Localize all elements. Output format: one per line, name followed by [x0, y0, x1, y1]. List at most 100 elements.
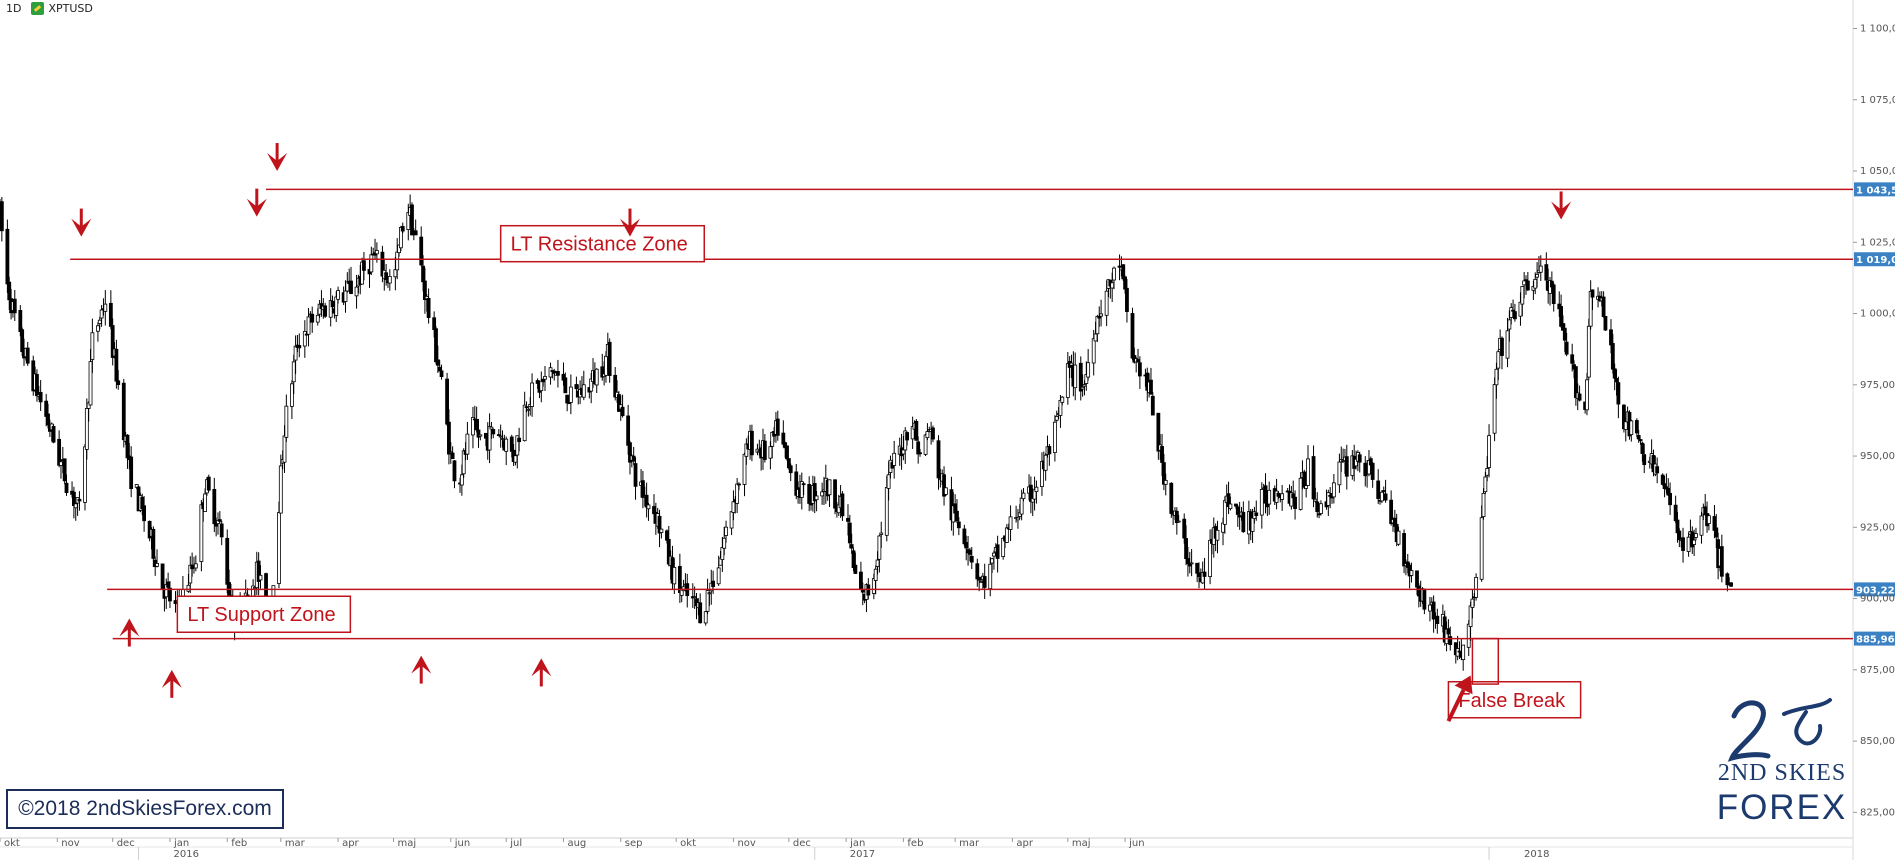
- candle-body: [410, 204, 414, 236]
- support-lower-price-label: 885,96: [1856, 635, 1895, 646]
- arrow-down-icon: [619, 218, 640, 237]
- candle: [362, 251, 366, 281]
- candle-body: [1054, 415, 1059, 421]
- candle-body: [315, 314, 320, 323]
- candle-body: [193, 563, 198, 569]
- symbol-label: XPTUSD: [48, 2, 93, 15]
- candle: [199, 499, 204, 572]
- candle: [1259, 482, 1264, 529]
- candle: [1370, 462, 1375, 488]
- candle: [1040, 452, 1044, 496]
- candle: [193, 555, 198, 572]
- candle-body: [1533, 278, 1538, 289]
- candle: [373, 238, 377, 260]
- candle-body: [916, 441, 921, 455]
- candle: [724, 520, 728, 543]
- candle: [594, 368, 599, 394]
- candle-body: [1668, 492, 1673, 506]
- candle-body: [452, 460, 457, 482]
- candle-body: [103, 303, 108, 312]
- candle: [1073, 352, 1078, 401]
- candle-body: [374, 250, 379, 255]
- candle: [1616, 376, 1621, 419]
- candle: [1306, 445, 1310, 486]
- candle: [284, 394, 289, 442]
- candle-body: [62, 458, 67, 482]
- candle-body: [1511, 309, 1515, 312]
- false-break-arrow-shaft: [1446, 689, 1466, 723]
- candle-body: [51, 425, 56, 443]
- candle: [969, 547, 974, 570]
- candle: [206, 474, 211, 492]
- candle-body: [827, 479, 832, 496]
- candle-body: [1259, 489, 1264, 516]
- x-year-label: 2016: [174, 849, 199, 860]
- candle-body: [1123, 276, 1128, 290]
- candle-body: [1694, 533, 1698, 538]
- candle-body: [496, 434, 501, 437]
- candle-body: [720, 547, 725, 560]
- symbol-group[interactable]: XPTUSD: [31, 2, 93, 15]
- candle-body: [1603, 315, 1608, 331]
- candle: [450, 446, 455, 460]
- candle-body: [110, 325, 115, 358]
- candle-body: [504, 438, 509, 452]
- candle-body: [942, 474, 946, 497]
- candle-body: [707, 592, 712, 595]
- candle: [949, 476, 954, 531]
- candle-body: [25, 347, 30, 364]
- candle-body: [979, 581, 983, 584]
- support-upper-price-label: 903,22: [1856, 585, 1895, 596]
- candle-body: [160, 563, 165, 590]
- candle-body: [1293, 496, 1297, 509]
- candle-body: [936, 440, 941, 479]
- candle: [103, 290, 108, 326]
- candle-body: [343, 290, 348, 302]
- candle-body: [1197, 572, 1201, 578]
- candle: [1551, 282, 1556, 312]
- candle-body: [633, 463, 638, 487]
- candle-body: [1073, 364, 1078, 389]
- candle: [51, 424, 56, 444]
- candle: [522, 391, 527, 442]
- x-tick-label: nov: [61, 838, 79, 849]
- candle-body: [762, 440, 767, 460]
- candle: [1086, 349, 1091, 381]
- candle-body: [1505, 330, 1510, 359]
- x-tick-label: jun: [1128, 838, 1144, 849]
- candle: [90, 318, 95, 374]
- candle-body: [393, 269, 398, 278]
- candle-body: [498, 435, 503, 438]
- candle: [1379, 490, 1384, 504]
- candle: [447, 409, 451, 465]
- candle: [943, 487, 948, 497]
- support-zone-label-box: [176, 595, 352, 633]
- candle-body: [306, 316, 311, 335]
- candle-body: [1586, 325, 1591, 378]
- x-tick-label: dec: [117, 838, 135, 849]
- candle: [729, 511, 734, 536]
- candle: [419, 226, 424, 267]
- candle: [742, 452, 747, 497]
- candle-body: [768, 446, 773, 459]
- candle: [735, 478, 740, 514]
- candle-body: [77, 498, 82, 502]
- candle: [496, 429, 501, 437]
- candle-body: [478, 434, 483, 437]
- candle: [543, 365, 547, 392]
- interval-label[interactable]: 1D: [6, 2, 22, 15]
- candle-body: [421, 265, 425, 283]
- candle-body: [1169, 482, 1174, 514]
- candle: [413, 219, 418, 236]
- candle: [1028, 476, 1033, 514]
- candle-body: [203, 493, 207, 512]
- candle-body: [1034, 486, 1039, 493]
- candle: [1396, 526, 1401, 546]
- candle-body: [1149, 379, 1153, 395]
- candle-body: [1060, 396, 1065, 403]
- candle-body: [1208, 539, 1212, 577]
- candle: [1586, 318, 1591, 380]
- candle-body: [302, 331, 307, 347]
- x-tick-label: okt: [680, 838, 696, 849]
